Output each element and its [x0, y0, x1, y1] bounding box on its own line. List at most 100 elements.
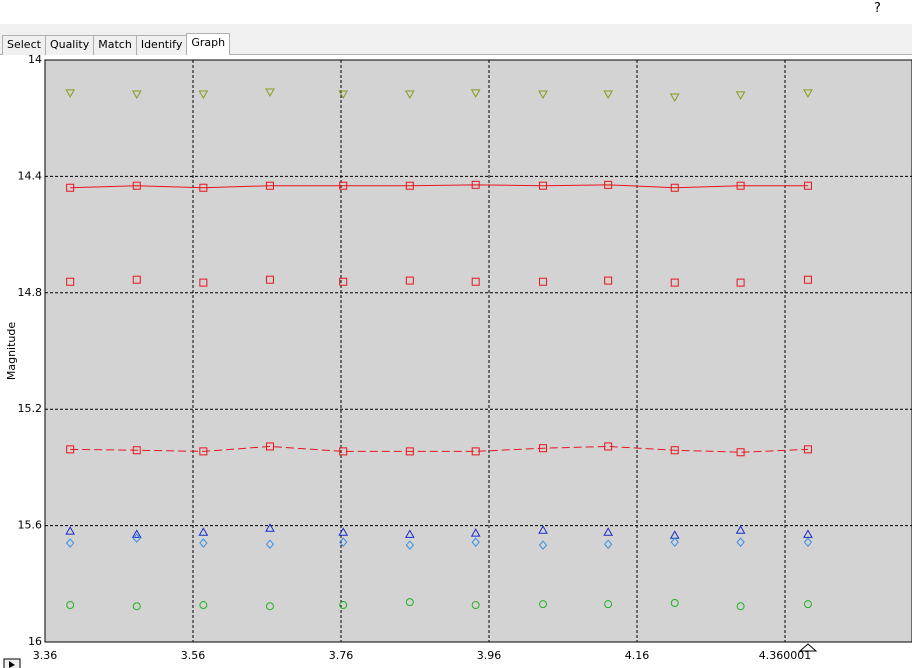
marker [405, 276, 414, 285]
series-line [70, 445, 808, 453]
plot-area [44, 59, 912, 643]
y-tick-label: 14 [28, 53, 42, 66]
marker [736, 537, 745, 547]
marker [670, 446, 679, 455]
marker [538, 540, 548, 550]
marker [604, 600, 613, 609]
marker [198, 527, 209, 536]
marker [404, 90, 415, 100]
x-tick-label: 4.360001 [759, 649, 812, 662]
x-tick-label: 3.96 [477, 649, 502, 662]
y-axis-label: Magnitude [5, 322, 18, 381]
marker [670, 599, 679, 608]
marker [803, 275, 812, 284]
marker [603, 90, 614, 100]
marker [404, 529, 415, 538]
marker [471, 537, 480, 547]
marker [66, 277, 75, 286]
marker [471, 180, 480, 189]
x-tick-label: 4.16 [625, 649, 650, 662]
marker [736, 448, 745, 457]
marker [339, 601, 348, 610]
marker [65, 538, 75, 548]
marker [66, 183, 75, 192]
marker [199, 447, 208, 456]
marker [405, 447, 414, 456]
series-line [70, 184, 808, 189]
marker [669, 93, 680, 102]
marker [736, 181, 745, 190]
marker [603, 539, 613, 549]
marker [339, 447, 348, 456]
y-tick-label: 15.2 [18, 402, 43, 415]
marker [132, 446, 141, 455]
marker [198, 90, 209, 100]
marker [265, 442, 274, 451]
marker [338, 527, 349, 536]
x-tick-label: 3.36 [33, 649, 58, 662]
marker [132, 275, 141, 284]
tab[interactable]: Select [2, 35, 46, 55]
marker [405, 598, 414, 607]
marker [803, 600, 812, 609]
marker [471, 447, 480, 456]
x-tick-label: 3.76 [329, 649, 354, 662]
marker [66, 601, 75, 610]
help-button[interactable]: ? [874, 1, 881, 16]
tab[interactable]: Graph [186, 33, 231, 55]
marker [199, 601, 208, 610]
marker [339, 277, 348, 286]
marker [132, 602, 141, 611]
cursor-marker [798, 643, 818, 652]
marker [604, 442, 613, 451]
marker [670, 278, 679, 287]
marker [65, 89, 76, 98]
marker [132, 181, 141, 190]
marker [735, 525, 746, 534]
marker [736, 278, 745, 287]
marker [265, 88, 275, 98]
marker [539, 277, 548, 286]
marker [471, 277, 480, 286]
tabs: Select Quality Match Identify Graph [2, 33, 231, 55]
marker [471, 601, 480, 610]
y-tick-label: 16 [28, 635, 42, 648]
x-tick-label: 3.56 [181, 649, 206, 662]
marker [538, 90, 548, 100]
marker [338, 90, 349, 100]
marker [265, 275, 274, 284]
marker [539, 600, 548, 609]
corner-arrow [9, 661, 15, 668]
tab[interactable]: Quality [44, 35, 95, 55]
marker [265, 539, 275, 549]
marker [803, 445, 812, 454]
marker [538, 525, 548, 534]
marker [470, 528, 481, 537]
marker [803, 537, 813, 547]
marker [265, 181, 274, 190]
marker [339, 537, 348, 547]
marker [470, 89, 481, 98]
marker [670, 537, 679, 547]
title-bar: ? [0, 0, 912, 24]
marker [603, 527, 614, 536]
marker [604, 276, 613, 285]
y-tick-label: 14.4 [18, 169, 43, 182]
marker [131, 529, 142, 538]
marker [539, 444, 548, 453]
y-tick-label: 15.6 [18, 519, 43, 532]
marker [265, 602, 274, 611]
marker [803, 89, 813, 98]
marker [735, 91, 746, 100]
marker [803, 181, 812, 190]
marker [66, 445, 75, 454]
marker [132, 533, 141, 543]
marker [199, 278, 208, 287]
marker [405, 540, 414, 550]
marker [604, 180, 613, 189]
marker [265, 523, 275, 532]
marker [405, 181, 414, 190]
marker [736, 602, 745, 611]
